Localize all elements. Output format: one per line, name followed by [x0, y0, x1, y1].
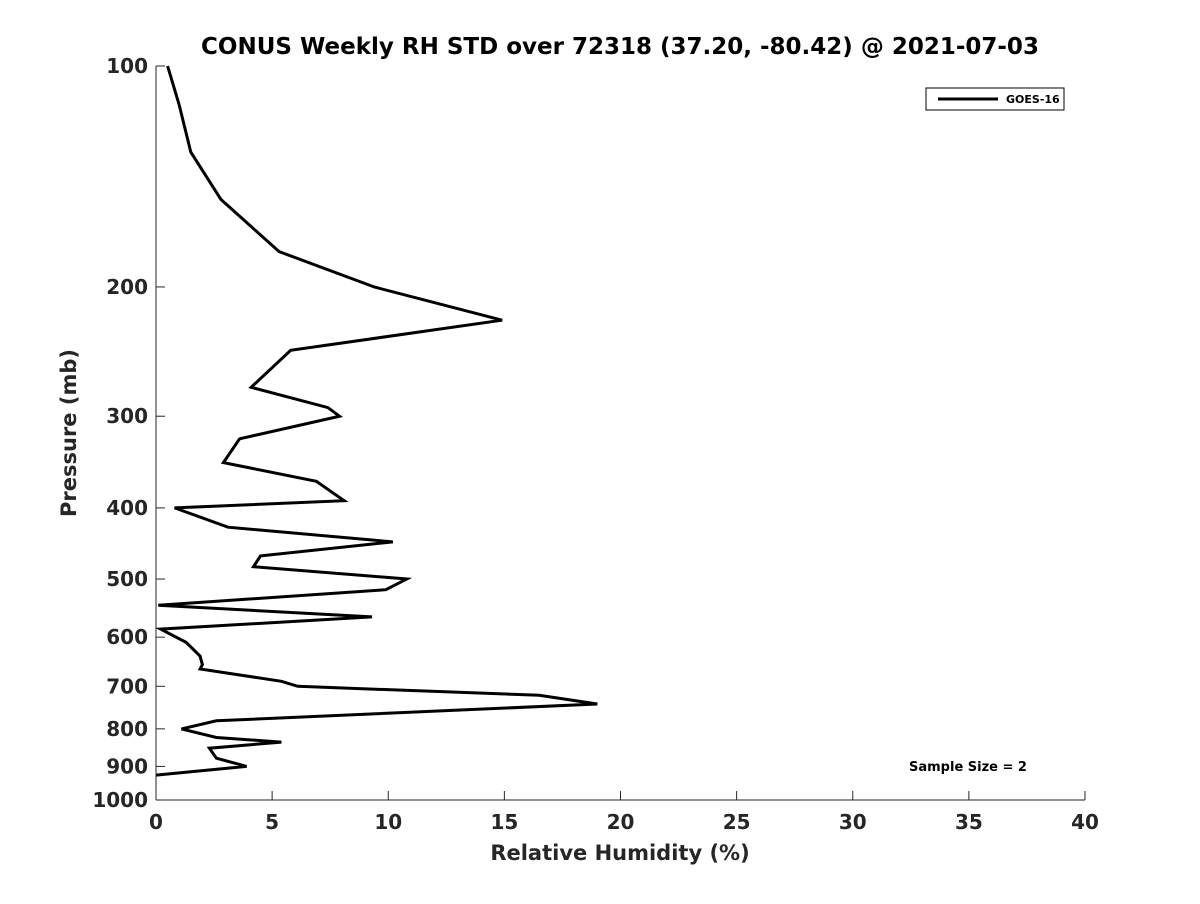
x-tick-label: 20: [607, 810, 635, 834]
y-axis-label: Pressure (mb): [57, 349, 81, 517]
series-line-goes-16: [155, 65, 598, 777]
y-tick-label: 400: [106, 496, 148, 520]
x-tick-label: 40: [1071, 810, 1099, 834]
y-tick-label: 200: [106, 275, 148, 299]
y-axis-ticks: 100 200 300 400 500 600 700 800 900 1000: [92, 54, 165, 812]
x-tick-label: 5: [265, 810, 279, 834]
x-axis-ticks: 0 5 10 15 20 25 30 35 40: [149, 791, 1099, 834]
y-tick-label: 700: [106, 674, 148, 698]
x-tick-label: 0: [149, 810, 163, 834]
y-tick-label: 1000: [92, 788, 148, 812]
y-tick-label: 900: [106, 754, 148, 778]
x-tick-label: 15: [490, 810, 518, 834]
x-axis-label: Relative Humidity (%): [490, 841, 749, 865]
x-tick-label: 30: [839, 810, 867, 834]
plot-area: [155, 65, 598, 777]
x-tick-label: 35: [955, 810, 983, 834]
y-tick-label: 300: [106, 404, 148, 428]
legend-label-goes-16: GOES-16: [1006, 93, 1060, 106]
x-tick-label: 10: [374, 810, 402, 834]
sample-size-annotation: Sample Size = 2: [909, 760, 1027, 775]
chart-title: CONUS Weekly RH STD over 72318 (37.20, -…: [201, 34, 1039, 60]
x-tick-label: 25: [723, 810, 751, 834]
y-tick-label: 600: [106, 625, 148, 649]
y-tick-label: 500: [106, 567, 148, 591]
legend: GOES-16: [925, 87, 1065, 111]
y-tick-label: 800: [106, 717, 148, 741]
y-tick-label: 100: [106, 54, 148, 78]
